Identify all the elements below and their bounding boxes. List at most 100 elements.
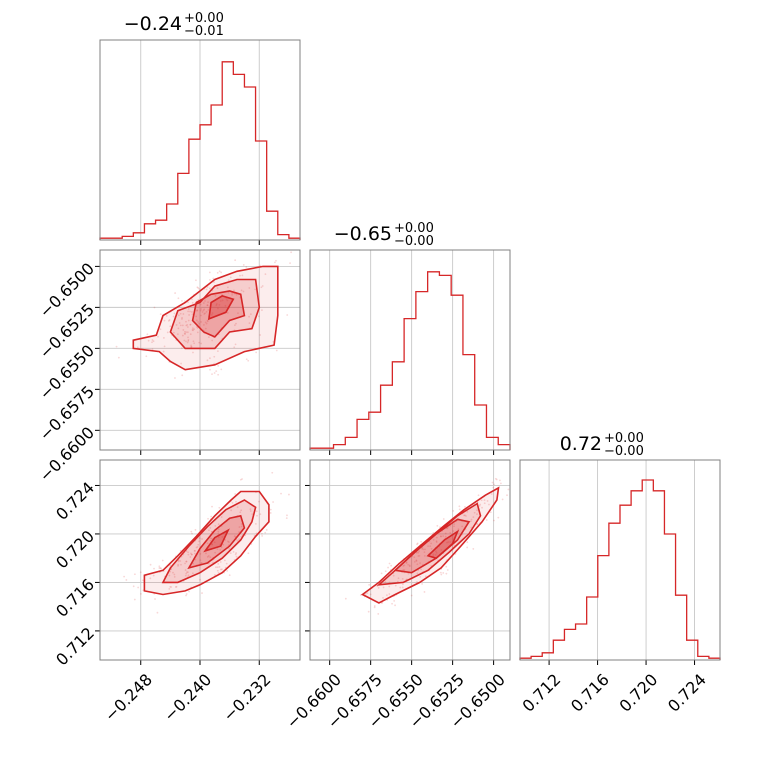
- sample-point: [199, 309, 202, 312]
- sample-point: [196, 545, 199, 548]
- sample-point: [191, 532, 193, 535]
- sample-point: [492, 486, 495, 489]
- axes-frame: [309, 459, 511, 661]
- x-tick-label: −0.240: [160, 670, 215, 725]
- sample-point: [196, 309, 199, 312]
- axes-frame: [309, 249, 511, 451]
- sample-point: [228, 541, 230, 543]
- sample-point: [196, 331, 199, 334]
- sample-point: [186, 326, 189, 328]
- sample-point: [198, 341, 201, 344]
- sample-point: [184, 332, 187, 335]
- sample-point: [416, 543, 418, 546]
- sample-point: [440, 573, 443, 576]
- sample-point: [185, 331, 188, 334]
- sample-point: [490, 493, 493, 495]
- sample-point: [466, 546, 469, 549]
- sample-point: [223, 559, 226, 562]
- sample-point: [233, 324, 236, 327]
- sample-point: [241, 274, 244, 277]
- sample-point: [185, 594, 187, 597]
- sample-point: [218, 506, 221, 509]
- sample-point: [200, 561, 203, 564]
- sample-point: [186, 571, 188, 574]
- sample-point: [201, 592, 203, 594]
- sample-point: [217, 572, 220, 574]
- sample-point: [217, 562, 220, 565]
- sample-point: [187, 553, 190, 556]
- sample-point: [192, 562, 195, 565]
- sample-point: [220, 368, 223, 371]
- contour-level-3: [187, 514, 246, 570]
- sample-point: [240, 523, 243, 525]
- sample-point: [442, 518, 445, 520]
- sample-point: [377, 613, 380, 615]
- sample-point: [449, 531, 452, 534]
- sample-point: [290, 251, 293, 254]
- sample-point: [203, 324, 205, 326]
- contour-level-4: [207, 295, 235, 321]
- sample-point: [439, 526, 441, 529]
- sample-point: [231, 293, 234, 296]
- sample-point: [217, 523, 220, 526]
- sample-point: [488, 503, 490, 506]
- sample-point: [200, 321, 202, 323]
- sample-point: [177, 563, 180, 566]
- sample-point: [206, 359, 209, 362]
- sample-point: [449, 541, 452, 543]
- sample-point: [218, 270, 221, 273]
- sample-point: [461, 525, 464, 528]
- sample-point: [190, 346, 193, 348]
- sample-point: [151, 348, 154, 351]
- sample-point: [188, 590, 190, 593]
- sample-point: [240, 289, 243, 292]
- sample-point: [394, 584, 397, 587]
- sample-point: [199, 559, 202, 562]
- sample-point: [248, 287, 251, 289]
- sample-point: [219, 300, 222, 302]
- sample-point: [228, 547, 230, 550]
- sample-point: [177, 314, 180, 317]
- sample-point: [196, 286, 199, 289]
- sample-point: [373, 606, 376, 609]
- x-tick-label: 0.720: [616, 670, 662, 716]
- sample-point: [367, 610, 370, 613]
- sample-point: [249, 313, 252, 316]
- histogram-panel-2: [519, 459, 721, 665]
- sample-point: [421, 583, 423, 585]
- sample-point: [233, 346, 236, 349]
- sample-point: [159, 567, 162, 569]
- sample-point: [183, 330, 186, 333]
- sample-point: [215, 303, 218, 305]
- axes-frame: [99, 459, 301, 661]
- sample-point: [240, 525, 243, 528]
- sample-point: [373, 605, 376, 607]
- sample-point: [226, 286, 229, 289]
- sample-point: [421, 547, 423, 550]
- sample-point: [217, 373, 220, 376]
- sample-point: [189, 333, 192, 336]
- sample-point: [177, 327, 180, 330]
- sample-point: [181, 324, 184, 327]
- sample-point: [194, 528, 197, 531]
- sample-point: [219, 549, 222, 551]
- sample-point: [194, 558, 197, 561]
- sample-point: [249, 510, 252, 512]
- sample-point: [216, 287, 219, 290]
- sample-point: [185, 320, 187, 323]
- sample-point: [249, 508, 252, 511]
- sample-point: [198, 537, 201, 540]
- sample-point: [439, 571, 442, 574]
- sample-point: [499, 482, 502, 485]
- sample-point: [481, 506, 483, 509]
- sample-point: [216, 566, 219, 569]
- sample-point: [211, 373, 213, 376]
- sample-point: [188, 314, 190, 316]
- sample-point: [463, 514, 466, 517]
- sample-point: [265, 529, 268, 531]
- sample-point: [214, 574, 216, 576]
- sample-point: [214, 294, 217, 297]
- sample-point: [202, 309, 205, 312]
- sample-point: [203, 313, 206, 315]
- sample-point: [167, 319, 170, 322]
